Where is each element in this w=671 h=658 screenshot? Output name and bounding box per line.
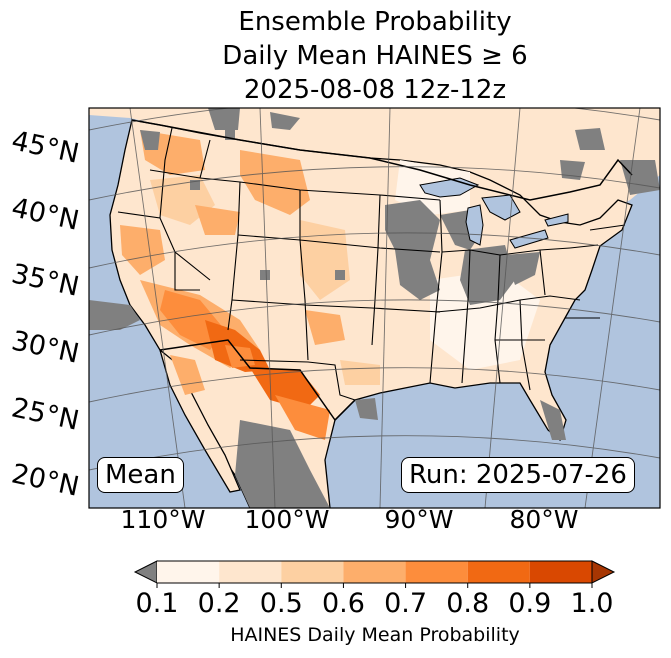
colorbar-tick-label: 0.1 <box>135 588 179 619</box>
colorbar-label: HAINES Daily Mean Probability <box>230 624 520 646</box>
title-line-2: Daily Mean HAINES ≥ 6 <box>222 41 528 71</box>
colorbar-over-arrow <box>591 560 616 584</box>
colorbar-segment <box>467 561 530 583</box>
probability-patches <box>120 130 540 440</box>
colorbar-segment <box>157 561 220 583</box>
colorbar-under-arrow <box>133 560 158 584</box>
lon-label: 90°W <box>384 505 454 534</box>
colorbar <box>133 560 616 588</box>
colorbar-segment <box>343 561 406 583</box>
colorbar-segment <box>405 561 468 583</box>
colorbar-tick-label: 0.2 <box>197 588 241 619</box>
colorbar-segment <box>219 561 282 583</box>
us-mexico-border <box>159 339 356 422</box>
colorbar-outline <box>157 560 592 584</box>
colorbar-tick-label: 0.6 <box>321 588 365 619</box>
colorbar-tick-label: 0.7 <box>384 588 428 619</box>
colorbar-tick-label: 0.9 <box>508 588 552 619</box>
colorbar-segment <box>529 561 592 583</box>
lon-label: 80°W <box>509 505 579 534</box>
run-date-box: Run: 2025-07-26 <box>401 457 635 493</box>
colorbar-segment <box>281 561 344 583</box>
us-canada-border <box>131 119 633 201</box>
title-line-3: 2025-08-08 12z-12z <box>243 75 507 105</box>
colorbar-tick-label: 0.5 <box>259 588 303 619</box>
colorbar-tick-label: 0.8 <box>446 588 490 619</box>
colorbar-tick-label: 1.0 <box>570 588 614 619</box>
lon-label: 100°W <box>244 505 330 534</box>
lon-label: 110°W <box>120 505 206 534</box>
stat-label-box: Mean <box>97 457 184 493</box>
graticule <box>89 108 660 508</box>
title-line-1: Ensemble Probability <box>238 7 512 37</box>
state-lines <box>117 127 626 401</box>
